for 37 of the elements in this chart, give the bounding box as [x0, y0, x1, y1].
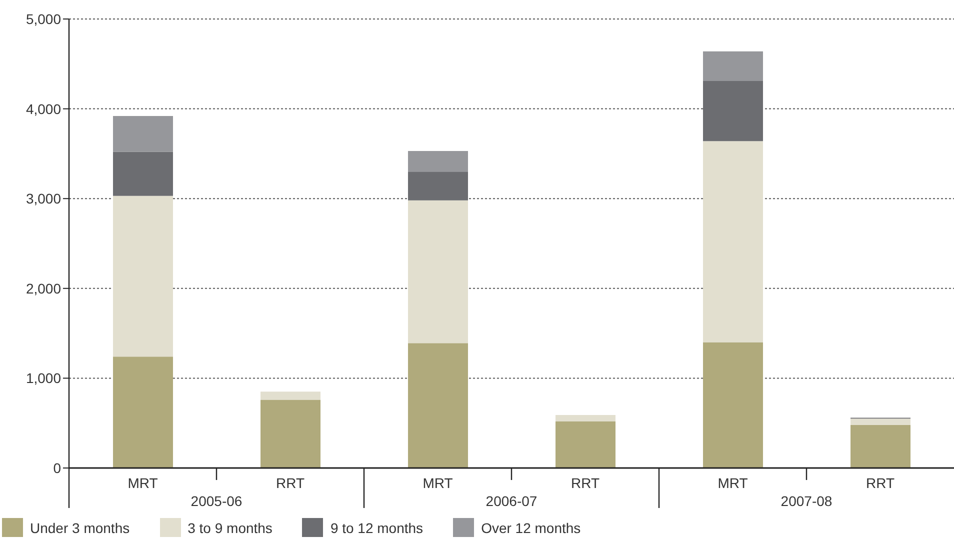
y-tick-label: 1,000 — [26, 370, 62, 386]
x-tick-label: MRT — [718, 475, 748, 491]
bar — [260, 392, 320, 400]
bar — [408, 151, 468, 172]
x-tick-label: RRT — [570, 475, 600, 491]
y-tick-label: 3,000 — [26, 190, 62, 207]
bar — [408, 343, 468, 468]
legend-label: 3 to 9 months — [188, 520, 272, 536]
bar — [408, 200, 468, 344]
x-tick-label: MRT — [422, 475, 454, 491]
bar — [408, 172, 468, 200]
bar — [113, 152, 173, 196]
bar — [260, 400, 320, 468]
y-tick-label: 5,000 — [26, 10, 62, 27]
bar — [703, 80, 763, 142]
bar — [703, 51, 763, 81]
x-tick-label: RRT — [866, 475, 895, 491]
text: 2007-08 — [780, 493, 832, 509]
y-tick-label: 4,000 — [26, 100, 62, 117]
bar — [556, 415, 616, 422]
bar — [113, 196, 173, 357]
text: 2005-06 — [190, 493, 242, 509]
bar — [850, 418, 910, 425]
text: 2006-07 — [486, 493, 538, 509]
legend-label: 9 to 12 months — [330, 520, 424, 536]
bar — [113, 356, 173, 468]
bar — [556, 421, 616, 468]
bar — [703, 141, 763, 342]
legend-label: Over 12 months — [481, 520, 581, 536]
x-tick-label: RRT — [276, 475, 305, 491]
x-tick-label: MRT — [128, 475, 158, 491]
y-tick-label: 0 — [53, 460, 62, 476]
bar — [850, 424, 910, 468]
bar — [113, 116, 173, 152]
bar — [703, 342, 763, 468]
legend-label: Under 3 months — [30, 520, 130, 536]
y-tick-label: 2,000 — [26, 280, 62, 296]
